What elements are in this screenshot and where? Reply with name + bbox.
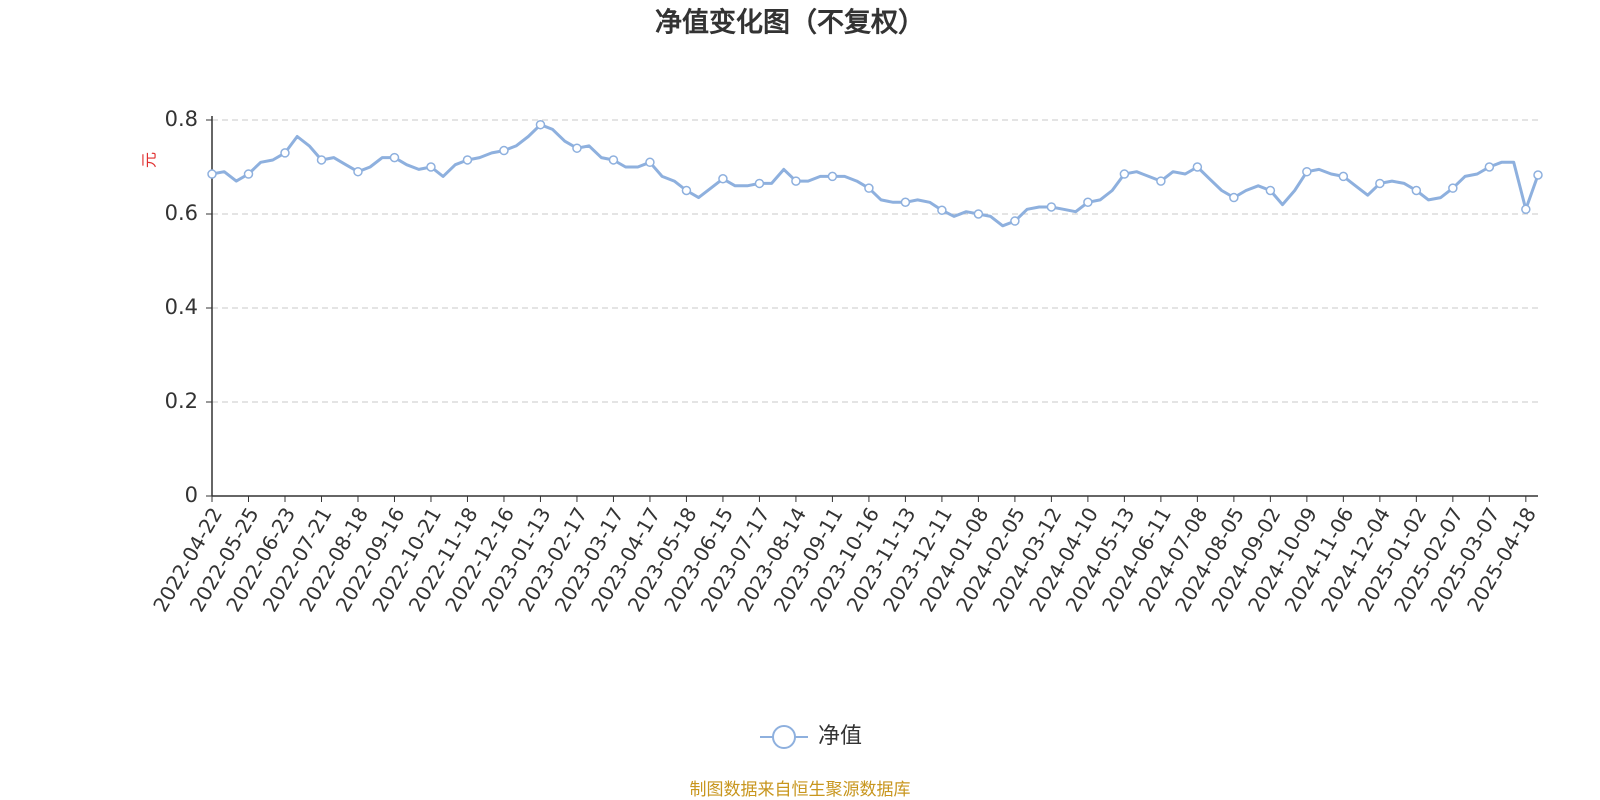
- point-marker: [864, 183, 874, 193]
- point-marker: [1010, 216, 1020, 226]
- point-marker: [608, 155, 619, 165]
- point-marker: [1375, 178, 1385, 189]
- point-marker: [499, 145, 509, 156]
- point-marker: [462, 155, 473, 165]
- point-marker: [791, 176, 801, 186]
- point-marker: [1229, 192, 1239, 203]
- point-marker: [937, 205, 947, 215]
- point-marker: [681, 185, 692, 196]
- point-marker: [243, 169, 254, 179]
- point-marker: [1156, 176, 1166, 186]
- point-marker: [1484, 162, 1495, 172]
- point-marker: [426, 162, 436, 172]
- point-marker: [1192, 162, 1203, 172]
- point-marker: [1046, 202, 1057, 212]
- point-marker: [1521, 204, 1531, 215]
- point-marker: [535, 119, 546, 130]
- point-marker: [827, 171, 838, 182]
- y-tick-label: 0.2: [165, 389, 198, 413]
- point-marker: [389, 152, 400, 163]
- point-marker: [207, 169, 217, 179]
- point-marker: [1338, 171, 1349, 182]
- point-marker: [1448, 183, 1458, 193]
- y-tick-label: 0.6: [165, 201, 198, 225]
- point-marker: [754, 178, 765, 189]
- source-note: 制图数据来自恒生聚源数据库: [690, 780, 911, 800]
- y-tick-label: 0: [185, 483, 198, 507]
- y-tick-label: 0.4: [165, 295, 198, 319]
- point-marker: [718, 174, 728, 184]
- y-tick-label: 0.8: [165, 107, 198, 131]
- point-marker: [572, 143, 582, 153]
- point-marker: [280, 148, 290, 158]
- point-marker: [1083, 197, 1093, 207]
- chart-title: 净值变化图（不复权）: [655, 7, 925, 39]
- point-marker: [316, 155, 327, 165]
- legend-label: 净值: [818, 724, 862, 749]
- point-marker: [1302, 166, 1312, 177]
- legend-marker: [772, 725, 796, 749]
- point-marker: [1265, 185, 1276, 196]
- y-axis-label: 元: [140, 152, 159, 168]
- point-marker: [1533, 170, 1543, 180]
- point-marker: [645, 157, 655, 168]
- point-marker: [353, 166, 363, 177]
- point-marker: [1119, 169, 1130, 179]
- point-marker: [900, 197, 911, 207]
- point-marker: [1411, 185, 1422, 196]
- point-marker: [973, 209, 984, 219]
